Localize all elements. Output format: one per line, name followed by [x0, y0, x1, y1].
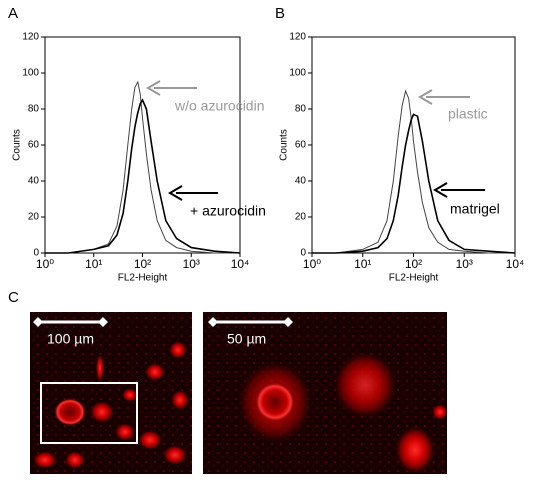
x-tick-label: 10⁰: [36, 257, 54, 271]
plot-frame: [44, 36, 241, 254]
x-tick-label: 10¹: [85, 257, 102, 271]
y-tick-label: 60: [295, 140, 307, 151]
y-tick-label: 120: [22, 32, 39, 43]
panel-label: C: [8, 289, 19, 306]
series-line: [312, 89, 515, 254]
x-axis-label: FL2-Height: [389, 273, 439, 284]
legend-label: plastic: [448, 106, 488, 122]
y-tick-label: 100: [289, 68, 306, 79]
y-tick-label: 40: [295, 176, 307, 187]
y-axis-label: Counts: [279, 129, 290, 161]
series-line: [45, 98, 241, 254]
y-tick-label: 40: [28, 176, 40, 187]
x-axis-label: FL2-Height: [118, 273, 168, 284]
scale-bar: [208, 317, 293, 327]
y-tick-label: 20: [295, 212, 307, 223]
series-line: [312, 113, 516, 254]
y-tick-label: 0: [300, 248, 306, 259]
legend-label: w/o azurocidin: [174, 98, 265, 114]
legend-label: matrigel: [450, 201, 500, 217]
x-tick-label: 10³: [456, 257, 473, 271]
x-tick-label: 10¹: [354, 257, 371, 271]
annotation-arrowhead: [168, 185, 183, 201]
x-tick-label: 10⁴: [231, 257, 250, 271]
scale-label: 100 µm: [47, 331, 94, 347]
y-axis-label: Counts: [12, 129, 23, 161]
legend-label: + azurocidin: [190, 203, 266, 219]
annotation-arrowhead: [433, 182, 448, 198]
micrograph: [203, 312, 447, 474]
panel-label: A: [8, 5, 18, 22]
x-tick-label: 10²: [405, 257, 422, 271]
y-tick-label: 80: [28, 104, 40, 115]
x-tick-label: 10⁰: [303, 257, 321, 271]
x-tick-label: 10²: [134, 257, 151, 271]
scale-bar: [33, 317, 108, 327]
x-tick-label: 10⁴: [506, 257, 525, 271]
panel-label: B: [275, 5, 285, 22]
y-tick-label: 80: [295, 104, 307, 115]
annotation-arrowhead: [418, 89, 433, 105]
inset-box: [40, 382, 138, 444]
y-tick-label: 120: [289, 32, 306, 43]
y-tick-label: 100: [22, 68, 39, 79]
series-line: [45, 80, 240, 254]
micrograph: [30, 312, 192, 474]
y-tick-label: 20: [28, 212, 40, 223]
scale-label: 50 µm: [227, 331, 266, 347]
y-tick-label: 60: [28, 140, 40, 151]
y-tick-label: 0: [33, 248, 39, 259]
x-tick-label: 10³: [183, 257, 200, 271]
annotation-arrowhead: [146, 80, 161, 96]
